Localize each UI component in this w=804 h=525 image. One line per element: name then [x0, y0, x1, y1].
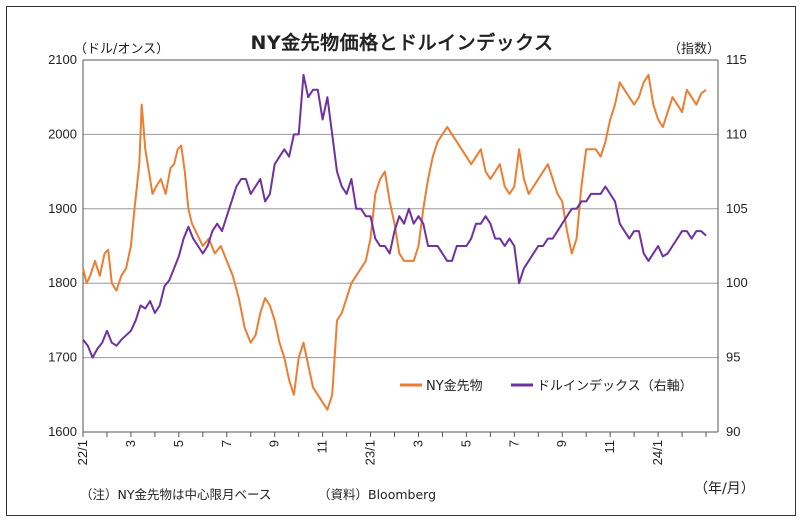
y-right-tick-label: 95 [726, 350, 740, 365]
left-axis-unit: （ドル/オンス） [74, 42, 170, 57]
chart-source: （資料）Bloomberg [318, 487, 436, 502]
x-tick-label: 9 [267, 440, 282, 447]
legend: NY金先物 ドルインデックス（右軸） [400, 378, 693, 394]
y-right-tick-label: 110 [726, 126, 747, 141]
x-tick-label: 3 [123, 440, 138, 447]
x-tick-label: 23/1 [363, 440, 378, 465]
x-tick-label: 3 [410, 440, 425, 447]
x-tick-label: 11 [315, 440, 330, 454]
chart-note: （注）NY金先物は中心限月ベース [80, 487, 272, 502]
y-right-tick-label: 100 [726, 275, 748, 290]
x-tick-label: 7 [219, 440, 234, 447]
x-tick-label: 7 [506, 440, 521, 447]
chart-title: NY金先物価格とドルインデックス [250, 32, 554, 54]
y-left-tick-label: 2000 [48, 126, 77, 141]
legend-label: ドルインデックス（右軸） [537, 378, 693, 394]
y-left-tick-label: 1700 [48, 350, 77, 365]
y-right-tick-label: 90 [726, 424, 740, 439]
gold-futures-line [82, 73, 707, 411]
x-axis-unit: （年/月） [694, 481, 755, 497]
y-left-tick-label: 2100 [48, 52, 77, 67]
dollar-index-line [82, 73, 707, 359]
legend-label: NY金先物 [426, 378, 483, 394]
y-right-tick-label: 105 [726, 201, 748, 216]
x-tick-label: 5 [458, 440, 473, 447]
y-left-tick-label: 1600 [48, 424, 77, 439]
y-left-tick-label: 1900 [48, 201, 77, 216]
x-tick-label: 9 [554, 440, 569, 447]
x-tick-label: 22/1 [75, 440, 90, 465]
x-tick-label: 11 [602, 440, 617, 454]
y-right-tick-label: 115 [726, 52, 747, 67]
right-axis-unit: （指数） [668, 42, 721, 57]
y-left-tick-label: 1800 [48, 275, 77, 290]
x-tick-label: 5 [171, 440, 186, 447]
x-tick-label: 24/1 [650, 440, 665, 465]
chart-frame [6, 6, 796, 516]
